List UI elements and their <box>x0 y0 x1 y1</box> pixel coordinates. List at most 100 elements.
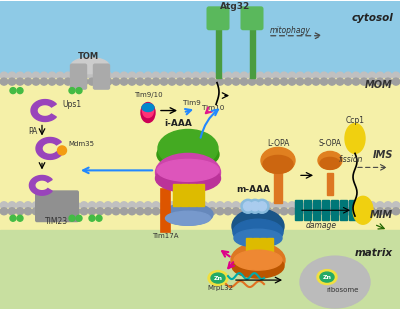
Ellipse shape <box>208 78 216 85</box>
Ellipse shape <box>232 254 284 278</box>
FancyBboxPatch shape <box>94 64 110 89</box>
Ellipse shape <box>317 270 337 285</box>
Bar <box>160 188 170 232</box>
Ellipse shape <box>32 78 40 85</box>
Ellipse shape <box>156 154 220 191</box>
Ellipse shape <box>263 155 293 173</box>
Ellipse shape <box>248 72 256 79</box>
Ellipse shape <box>264 202 272 209</box>
Ellipse shape <box>200 72 208 79</box>
Polygon shape <box>36 138 61 159</box>
Ellipse shape <box>280 208 288 215</box>
Ellipse shape <box>104 208 112 215</box>
Ellipse shape <box>160 78 168 85</box>
Ellipse shape <box>128 72 136 79</box>
Ellipse shape <box>72 202 80 209</box>
Ellipse shape <box>192 202 200 209</box>
Ellipse shape <box>200 78 208 85</box>
Ellipse shape <box>160 202 168 209</box>
Ellipse shape <box>256 202 264 209</box>
Circle shape <box>69 88 75 94</box>
Ellipse shape <box>16 78 24 85</box>
Ellipse shape <box>264 208 272 215</box>
Ellipse shape <box>96 202 104 209</box>
Ellipse shape <box>157 159 219 181</box>
Ellipse shape <box>368 208 376 215</box>
Ellipse shape <box>72 208 80 215</box>
Ellipse shape <box>8 72 16 79</box>
Ellipse shape <box>72 78 80 85</box>
Ellipse shape <box>312 78 320 85</box>
Polygon shape <box>31 99 56 121</box>
Ellipse shape <box>168 72 176 79</box>
Circle shape <box>76 88 82 94</box>
Circle shape <box>89 215 95 221</box>
Text: Tim17A: Tim17A <box>152 233 178 239</box>
Text: i-AAA: i-AAA <box>164 120 192 129</box>
Text: Tim10: Tim10 <box>202 104 224 111</box>
Bar <box>0 230 400 309</box>
Ellipse shape <box>0 208 8 215</box>
Ellipse shape <box>32 72 40 79</box>
Ellipse shape <box>384 78 392 85</box>
Ellipse shape <box>136 72 144 79</box>
Text: MrpL32: MrpL32 <box>207 285 233 291</box>
Ellipse shape <box>211 273 225 283</box>
Ellipse shape <box>120 202 128 209</box>
Ellipse shape <box>48 78 56 85</box>
Ellipse shape <box>163 203 213 225</box>
Ellipse shape <box>320 78 328 85</box>
Text: Zn: Zn <box>214 276 222 281</box>
Bar <box>0 1 400 76</box>
Ellipse shape <box>392 72 400 79</box>
Ellipse shape <box>40 208 48 215</box>
Ellipse shape <box>392 208 400 215</box>
Ellipse shape <box>40 78 48 85</box>
Ellipse shape <box>141 103 155 122</box>
Bar <box>260 238 266 252</box>
Ellipse shape <box>224 202 232 209</box>
Ellipse shape <box>344 202 352 209</box>
Ellipse shape <box>184 78 192 85</box>
Bar <box>322 200 329 220</box>
Ellipse shape <box>240 202 248 209</box>
Ellipse shape <box>344 208 352 215</box>
Ellipse shape <box>80 72 88 79</box>
Ellipse shape <box>232 78 240 85</box>
Ellipse shape <box>353 196 373 224</box>
Ellipse shape <box>264 78 272 85</box>
Ellipse shape <box>24 78 32 85</box>
Ellipse shape <box>312 208 320 215</box>
Ellipse shape <box>152 202 160 209</box>
Circle shape <box>258 202 266 211</box>
Ellipse shape <box>336 78 344 85</box>
FancyBboxPatch shape <box>70 64 86 89</box>
Ellipse shape <box>0 78 8 85</box>
Circle shape <box>76 215 82 221</box>
Ellipse shape <box>240 208 248 215</box>
Ellipse shape <box>320 157 340 169</box>
Ellipse shape <box>184 202 192 209</box>
Ellipse shape <box>48 72 56 79</box>
Ellipse shape <box>80 202 88 209</box>
Ellipse shape <box>240 78 248 85</box>
Ellipse shape <box>0 202 8 209</box>
Ellipse shape <box>304 72 312 79</box>
Ellipse shape <box>0 72 8 79</box>
Ellipse shape <box>345 124 365 154</box>
Text: Atg32: Atg32 <box>220 2 250 11</box>
Ellipse shape <box>312 72 320 79</box>
Ellipse shape <box>360 72 368 79</box>
Ellipse shape <box>336 208 344 215</box>
Ellipse shape <box>72 72 80 79</box>
Ellipse shape <box>328 72 336 79</box>
Ellipse shape <box>56 208 64 215</box>
Ellipse shape <box>376 78 384 85</box>
Ellipse shape <box>166 211 210 225</box>
Ellipse shape <box>232 72 240 79</box>
Bar <box>197 184 204 206</box>
Ellipse shape <box>112 208 120 215</box>
Ellipse shape <box>200 208 208 215</box>
Ellipse shape <box>232 202 240 209</box>
Ellipse shape <box>8 202 16 209</box>
